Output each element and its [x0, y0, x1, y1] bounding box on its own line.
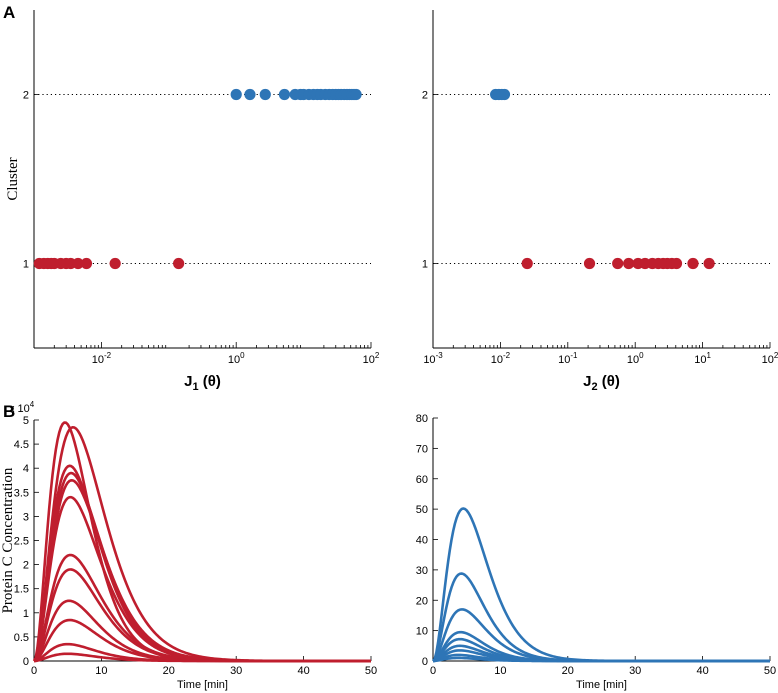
- x-tick-label: 30: [230, 665, 242, 677]
- y-tick-label: 3.5: [14, 487, 29, 499]
- y-tick-label: 1.5: [14, 584, 29, 596]
- x-axis-title: Time [min]: [576, 679, 627, 691]
- chart-j1: 10-2 100 102 1 2 J1 (θ) Cluster: [5, 10, 380, 393]
- x-tick-label: 10-3: [423, 351, 443, 366]
- y-tick-label: 2.5: [14, 536, 29, 548]
- x-tick-label: 10-2: [491, 351, 511, 366]
- y-tick-label: 1: [422, 259, 428, 271]
- data-point: [80, 257, 93, 270]
- data-point: [521, 257, 533, 270]
- x-tick-label: 10: [95, 665, 107, 677]
- y-tick-label: 10: [416, 626, 428, 638]
- series-line: [432, 656, 770, 663]
- data-point: [230, 88, 242, 101]
- x-tick-label: 10-2: [92, 351, 112, 366]
- x-axis-title: J1 (θ): [184, 373, 221, 393]
- x-axis-title: J2 (θ): [583, 373, 620, 393]
- x-tick-label: 50: [764, 665, 776, 677]
- y-tick-label: 20: [416, 595, 428, 607]
- data-point: [173, 257, 185, 270]
- y-tick-label: 4: [23, 463, 29, 475]
- data-point: [350, 88, 362, 101]
- y-tick-label: 3: [23, 511, 29, 523]
- x-tick-label: 101: [694, 351, 711, 366]
- x-tick-label: 100: [627, 351, 644, 366]
- y-tick-label: 50: [416, 504, 428, 516]
- x-tick-label: 102: [762, 351, 778, 366]
- data-point: [498, 88, 511, 101]
- y-tick-label: 1: [23, 608, 29, 620]
- y-tick-label: 70: [416, 443, 428, 455]
- data-point: [612, 257, 624, 270]
- x-tick-label: 0: [31, 665, 37, 677]
- y-tick-label: 40: [416, 535, 428, 547]
- y-tick-label: 60: [416, 474, 428, 486]
- y-tick-label: 2: [23, 90, 29, 102]
- data-point: [703, 257, 715, 270]
- data-point: [259, 88, 271, 101]
- data-point: [687, 257, 699, 270]
- series-line: [33, 599, 371, 663]
- chart-protein-blue: 0 10 20 30 40 50 0 10 20 30 40 50 60 70 80 Time [min]: [416, 413, 776, 691]
- x-tick-label: 102: [363, 351, 380, 366]
- panel-label-b: B: [3, 402, 15, 421]
- x-tick-label: 20: [562, 665, 574, 677]
- y-tick-label: 2: [23, 560, 29, 572]
- series-line: [431, 507, 770, 663]
- y-tick-label: 0: [23, 656, 29, 668]
- y-tick-label: 4.5: [14, 439, 29, 451]
- data-point: [670, 257, 683, 270]
- x-tick-label: 50: [365, 665, 377, 677]
- y-tick-label: 30: [416, 565, 428, 577]
- series-line: [33, 553, 371, 663]
- x-axis-title: Time [min]: [177, 679, 228, 691]
- chart-j2: 10-3 10-2 10-1 100 101 102 1 2 J2 (θ): [422, 10, 778, 393]
- x-tick-label: 30: [629, 665, 641, 677]
- y-tick-label: 5: [23, 415, 29, 427]
- x-tick-label: 100: [228, 351, 245, 366]
- y-tick-label: 1: [23, 259, 29, 271]
- x-tick-label: 40: [297, 665, 309, 677]
- data-point: [109, 257, 121, 270]
- data-point: [72, 257, 84, 270]
- panel-label-a: A: [3, 3, 15, 22]
- x-tick-label: 40: [696, 665, 708, 677]
- series-line: [33, 479, 371, 663]
- y-multiplier-label: x 104: [9, 400, 35, 415]
- x-tick-label: 10: [494, 665, 506, 677]
- y-tick-label: 0.5: [14, 632, 29, 644]
- x-tick-label: 10-1: [558, 351, 578, 366]
- y-tick-label: 0: [422, 656, 428, 668]
- data-point: [244, 88, 256, 101]
- y-axis-title: Protein C Concentration: [0, 467, 16, 613]
- chart-protein-red: 0 10 20 30 40 50 0 0.5 1 1.5 2 2.5 3 3.5 4 4.5 5 Time [mi…: [0, 400, 377, 691]
- data-point: [278, 88, 291, 101]
- y-axis-title: Cluster: [5, 157, 21, 200]
- series-line: [33, 652, 371, 663]
- y-tick-label: 80: [416, 413, 428, 425]
- data-point: [583, 257, 596, 270]
- x-tick-label: 20: [163, 665, 175, 677]
- data-point: [623, 257, 635, 270]
- x-tick-label: 0: [430, 665, 436, 677]
- y-tick-label: 2: [422, 90, 428, 102]
